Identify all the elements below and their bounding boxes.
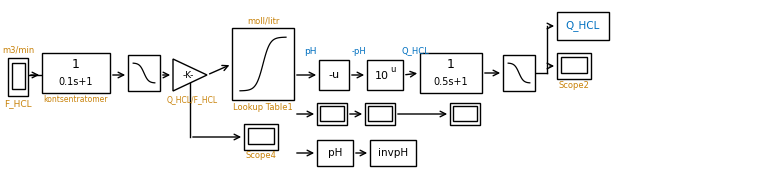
Bar	[12, 63, 25, 89]
Text: pH: pH	[304, 47, 316, 56]
Bar	[557, 12, 609, 40]
Text: Lookup Table1: Lookup Table1	[233, 102, 293, 111]
Bar	[317, 140, 353, 166]
Text: m3/min: m3/min	[2, 45, 34, 54]
Bar	[317, 103, 347, 125]
Text: u: u	[390, 66, 396, 75]
Bar	[453, 106, 477, 121]
Text: 1: 1	[447, 58, 455, 71]
Polygon shape	[173, 59, 207, 91]
Text: Scope2: Scope2	[559, 81, 590, 90]
Bar	[503, 55, 535, 91]
Bar	[232, 28, 294, 100]
Text: Q_HCL: Q_HCL	[401, 47, 429, 56]
Text: 1: 1	[72, 58, 80, 71]
Bar	[320, 106, 344, 121]
Text: -pH: -pH	[352, 47, 366, 56]
Bar	[370, 140, 416, 166]
Text: -u: -u	[328, 70, 340, 80]
Bar	[367, 60, 403, 90]
Bar	[244, 124, 278, 150]
Text: invpH: invpH	[378, 148, 408, 158]
Bar	[42, 53, 110, 93]
Text: kontsentratomer: kontsentratomer	[44, 96, 108, 104]
Bar	[365, 103, 395, 125]
Text: moll/litr: moll/litr	[247, 16, 279, 26]
Text: F_HCL: F_HCL	[5, 100, 32, 108]
Text: -K-: -K-	[183, 71, 194, 79]
Bar	[557, 53, 591, 79]
Text: 0.5s+1: 0.5s+1	[434, 77, 468, 87]
Bar	[319, 60, 349, 90]
Bar	[248, 128, 274, 144]
Text: 10: 10	[375, 71, 389, 81]
Text: 0.1s+1: 0.1s+1	[59, 77, 93, 87]
Bar	[128, 55, 160, 91]
Text: pH: pH	[327, 148, 342, 158]
Text: Q_HCL: Q_HCL	[565, 21, 600, 31]
Bar	[561, 57, 587, 73]
Text: Scope4: Scope4	[246, 151, 277, 161]
Bar	[420, 53, 482, 93]
Bar	[368, 106, 392, 121]
Text: Q_HCL/F_HCL: Q_HCL/F_HCL	[167, 96, 218, 104]
Bar	[450, 103, 480, 125]
Bar	[8, 58, 28, 96]
